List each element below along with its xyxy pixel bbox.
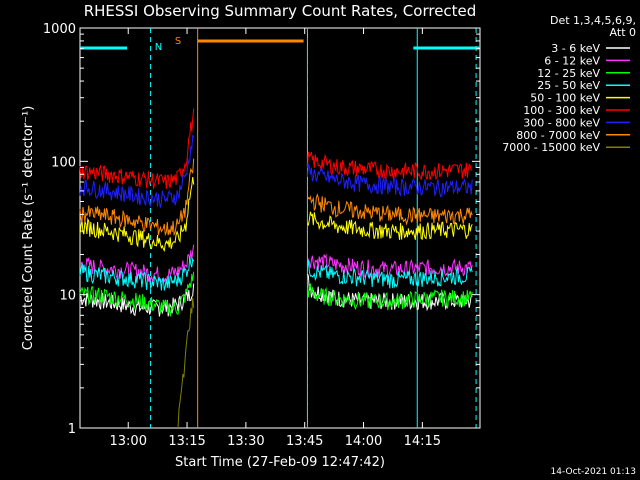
footer-timestamp: 14-Oct-2021 01:13 [551,467,636,477]
x-tick-label-2: 13:30 [227,434,264,449]
series-line-5-0 [79,108,195,190]
chart-title: RHESSI Observing Summary Count Rates, Co… [84,2,477,20]
legend-header-0: Det 1,3,4,5,6,9, [550,14,636,27]
series-line-6-0 [79,135,195,208]
legend-label-7: 800 - 7000 keV [516,129,600,142]
legend-label-6: 300 - 800 keV [523,116,600,129]
legend-label-4: 50 - 100 keV [530,92,600,105]
series-8 [177,297,195,429]
series-line-3-0 [79,256,195,291]
x-tick-label-0: 13:00 [110,434,147,449]
series-line-4-0 [79,176,195,253]
series-2 [79,271,473,317]
series-line-5-1 [307,151,473,181]
series-line-7-0 [79,158,195,237]
annotation-S: S [175,36,181,47]
x-tick-label-5: 14:15 [404,434,441,449]
annotation-N: N [155,42,162,53]
series-line-0-0 [79,283,195,317]
y-tick-label-2: 100 [51,155,76,170]
series-6 [79,135,473,208]
series-line-1-1 [307,253,473,279]
legend-label-3: 25 - 50 keV [537,79,600,92]
legend-label-8: 7000 - 15000 keV [502,141,600,154]
series-line-8-0 [177,297,195,429]
legend-header-1: Att 0 [610,26,636,39]
y-tick-label-3: 1000 [43,22,76,37]
x-axis-label: Start Time (27-Feb-09 12:47:42) [175,455,385,470]
series-7 [79,158,473,237]
legend-label-0: 3 - 6 keV [551,42,600,55]
x-tick-label-4: 14:00 [345,434,382,449]
series-3 [79,256,473,291]
series-1 [79,244,473,284]
series-line-3-1 [307,260,473,289]
legend-label-1: 6 - 12 keV [544,54,600,67]
y-tick-label-1: 10 [59,289,76,304]
series-line-6-1 [307,163,473,198]
series-line-7-1 [307,193,473,226]
y-tick-label-0: 1 [68,422,76,437]
legend-label-2: 12 - 25 keV [537,67,600,80]
x-axis: 13:00 13:15 13:30 13:45 14:00 14:15 [110,28,441,449]
x-tick-label-1: 13:15 [168,434,205,449]
series-line-2-1 [307,282,473,311]
series-4 [79,176,473,253]
legend-label-5: 100 - 300 keV [523,104,600,117]
plot-area: NS [79,27,481,429]
y-axis: 1 10 100 1000 [43,22,480,437]
series-line-2-0 [79,271,195,317]
plot-frame [79,27,481,429]
y-axis-label: Corrected Count Rate (s⁻¹ detector⁻¹) [21,106,36,351]
series-5 [79,108,473,190]
x-tick-label-3: 13:45 [286,434,323,449]
series-line-4-1 [307,211,473,241]
